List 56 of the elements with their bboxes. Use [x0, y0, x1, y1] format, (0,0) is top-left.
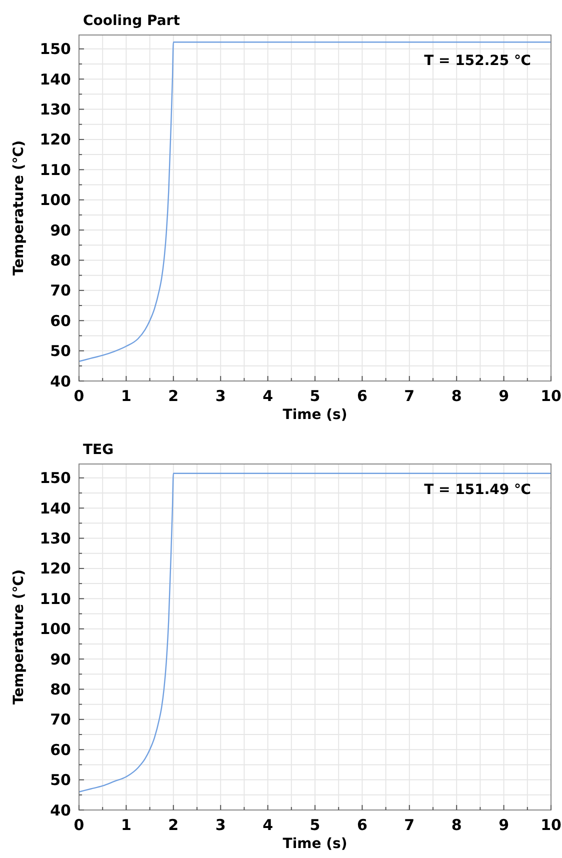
chart-title: TEG: [83, 442, 114, 458]
y-tick-label: 100: [40, 620, 71, 638]
x-tick-label: 3: [215, 387, 226, 405]
x-tick-label: 3: [215, 816, 226, 834]
y-tick-label: 70: [50, 710, 71, 729]
x-tick-label: 6: [356, 387, 368, 405]
y-tick-label: 50: [50, 342, 71, 360]
y-tick-label: 150: [40, 469, 71, 488]
y-tick-label: 100: [40, 191, 71, 210]
y-tick-label: 130: [40, 100, 71, 119]
x-tick-label: 0: [74, 816, 84, 834]
x-tick-label: 4: [262, 816, 274, 834]
x-tick-label: 10: [540, 816, 562, 834]
x-axis-title: Time (s): [282, 407, 348, 423]
y-tick-label: 80: [50, 251, 71, 270]
y-tick-label: 40: [50, 801, 71, 820]
y-tick-label: 70: [50, 282, 71, 300]
x-tick-label: 8: [451, 816, 462, 834]
x-tick-label: 6: [356, 816, 368, 834]
y-tick-label: 60: [50, 312, 71, 330]
x-tick-label: 8: [451, 387, 462, 405]
y-tick-label: 150: [40, 40, 71, 58]
x-tick-label: 2: [168, 816, 179, 834]
x-tick-label: 9: [498, 816, 510, 834]
annotation: T = 151.49 ℃: [424, 482, 532, 498]
y-tick-label: 140: [40, 70, 71, 88]
annotation: T = 152.25 ℃: [424, 53, 532, 69]
chart-title: Cooling Part: [83, 13, 180, 29]
x-tick-label: 10: [540, 387, 562, 405]
x-tick-label: 5: [310, 387, 320, 405]
y-tick-label: 60: [50, 740, 71, 759]
y-axis-title: Temperature (℃): [11, 140, 27, 276]
x-tick-label: 2: [168, 387, 179, 405]
x-tick-label: 7: [404, 816, 415, 834]
y-tick-label: 90: [50, 650, 71, 668]
y-tick-label: 50: [50, 771, 71, 790]
y-tick-label: 110: [40, 160, 71, 179]
y-tick-label: 120: [40, 130, 71, 149]
line-series: [78, 472, 552, 792]
x-tick-label: 5: [310, 816, 320, 834]
x-tick-label: 4: [262, 387, 274, 405]
y-axis-title: Temperature (℃): [11, 569, 27, 705]
line-series: [78, 41, 552, 362]
y-tick-label: 140: [40, 499, 71, 518]
y-tick-label: 110: [40, 590, 71, 608]
y-tick-label: 90: [50, 221, 71, 240]
x-tick-label: 9: [498, 387, 510, 405]
x-tick-label: 0: [74, 387, 84, 405]
x-tick-label: 7: [404, 387, 415, 405]
y-tick-label: 40: [50, 372, 71, 390]
y-tick-label: 80: [50, 680, 71, 698]
x-tick-label: 1: [120, 387, 132, 405]
x-axis-title: Time (s): [282, 836, 348, 852]
y-tick-label: 120: [40, 560, 71, 578]
x-tick-label: 1: [120, 816, 132, 834]
y-tick-label: 130: [40, 530, 71, 548]
